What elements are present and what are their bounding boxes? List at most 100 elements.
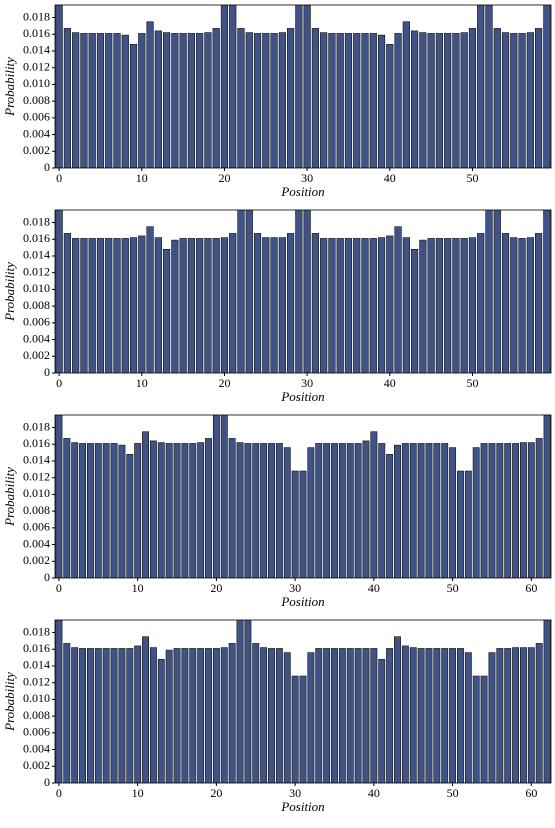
bar: [394, 444, 401, 578]
bar: [102, 443, 110, 578]
bar: [427, 33, 435, 168]
bar: [113, 238, 121, 373]
bar: [187, 33, 196, 168]
y-tick-label: 0: [44, 570, 50, 584]
plot-frame: [54, 619, 552, 784]
bar: [377, 237, 386, 373]
bar: [270, 237, 278, 373]
bar: [55, 415, 63, 578]
x-tick-label: 50: [447, 786, 459, 800]
bar: [409, 647, 417, 783]
x-tick-label: 30: [289, 786, 301, 800]
bar: [378, 443, 386, 578]
bar: [501, 233, 510, 373]
bar: [295, 210, 303, 373]
bar: [146, 21, 154, 168]
plot-frame: [54, 4, 552, 169]
bar: [105, 33, 113, 168]
bar: [88, 33, 96, 168]
bar: [204, 238, 212, 373]
bar: [165, 649, 173, 783]
x-axis-label: Position: [280, 799, 324, 814]
bar: [344, 33, 353, 168]
bar: [154, 237, 162, 373]
bar: [291, 470, 299, 578]
bar: [162, 32, 171, 168]
bar: [323, 648, 331, 783]
bar: [402, 21, 410, 168]
bar: [419, 239, 427, 373]
bar: [204, 32, 212, 168]
x-axis-label: Position: [280, 184, 324, 199]
bar: [189, 648, 197, 783]
bar: [278, 32, 286, 168]
bar: [460, 238, 468, 373]
bar: [245, 32, 253, 168]
bar: [154, 30, 162, 168]
bar: [362, 440, 370, 578]
bar: [457, 470, 464, 578]
bar: [283, 447, 291, 578]
bar: [181, 443, 189, 578]
bar: [543, 5, 551, 168]
bar: [477, 233, 485, 373]
bar: [361, 33, 369, 168]
x-tick-label: 60: [525, 786, 537, 800]
x-tick-label: 40: [384, 376, 396, 390]
bar: [386, 235, 394, 373]
bar: [138, 33, 146, 168]
bar: [71, 442, 79, 578]
bar: [353, 33, 361, 168]
bar: [253, 33, 262, 168]
bar: [307, 447, 315, 578]
bar: [315, 443, 323, 578]
bar: [320, 238, 328, 373]
bar: [311, 28, 320, 168]
bar: [126, 648, 134, 783]
bar: [427, 238, 435, 373]
x-tick-label: 40: [368, 581, 380, 595]
y-tick-label: 0.006: [23, 110, 50, 124]
y-tick-label: 0.012: [23, 469, 50, 483]
y-tick-label: 0.004: [23, 536, 50, 550]
bar: [146, 226, 154, 373]
bar: [262, 33, 270, 168]
x-tick-label: 0: [56, 581, 62, 595]
x-tick-label: 20: [210, 581, 222, 595]
bar: [157, 658, 165, 783]
bar: [527, 647, 535, 783]
bar: [480, 443, 488, 578]
plot-frame: [54, 414, 552, 579]
bar: [63, 233, 72, 373]
bar: [268, 443, 275, 578]
bar: [444, 33, 452, 168]
bar: [468, 28, 477, 168]
y-tick-label: 0.010: [23, 281, 50, 295]
bar: [72, 32, 80, 168]
bar: [299, 470, 307, 578]
bar: [512, 443, 520, 578]
bar: [105, 238, 113, 373]
bar: [543, 415, 551, 578]
bar: [126, 453, 134, 578]
bar: [55, 620, 63, 783]
bar: [307, 652, 315, 783]
x-tick-label: 50: [466, 376, 478, 390]
bar: [149, 647, 157, 783]
bar: [535, 438, 543, 578]
bar: [485, 210, 493, 373]
y-tick-label: 0.006: [23, 315, 50, 329]
bar: [378, 658, 386, 783]
bar: [220, 237, 229, 373]
bar: [260, 647, 268, 783]
bar: [212, 415, 220, 578]
bar: [96, 33, 105, 168]
bar: [419, 32, 427, 168]
bar: [377, 34, 386, 168]
bar: [452, 238, 460, 373]
bar: [435, 238, 444, 373]
y-tick-label: 0.002: [23, 758, 50, 772]
plot-frame: [54, 209, 552, 374]
bar: [488, 443, 496, 578]
